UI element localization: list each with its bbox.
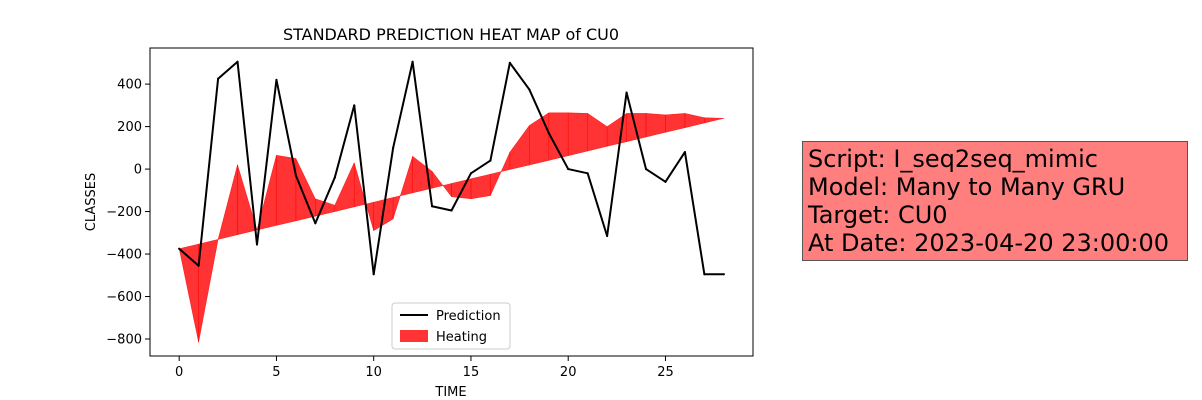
prediction-point [411, 60, 414, 63]
x-tick-label: 10 [365, 365, 382, 380]
prediction-segment [372, 146, 395, 276]
prediction-point [528, 88, 531, 91]
prediction-segment [353, 104, 375, 276]
prediction-point [469, 172, 472, 175]
prediction-segment [664, 151, 686, 183]
legend-label-prediction: Prediction [436, 309, 501, 324]
prediction-segment [217, 60, 239, 80]
heating-segment [704, 117, 724, 124]
info-model-line: Model: Many to Many GRU [808, 173, 1126, 201]
prediction-point [508, 61, 511, 64]
prediction-line-layer [178, 60, 725, 276]
x-axis-label: TIME [434, 385, 466, 400]
prediction-point [372, 273, 375, 276]
info-box: Script: I_seq2seq_mimic Model: Many to M… [802, 141, 1188, 261]
prediction-segment [255, 78, 278, 246]
prediction-segment [450, 172, 472, 212]
chart-title: STANDARD PREDICTION HEAT MAP of CU0 [283, 25, 619, 44]
prediction-point [606, 234, 609, 237]
prediction-point [255, 243, 258, 246]
prediction-point [178, 247, 181, 250]
prediction-segment [275, 78, 297, 177]
prediction-point [275, 78, 278, 81]
prediction-point [217, 77, 220, 80]
prediction-point [353, 104, 356, 107]
prediction-segment [508, 61, 531, 91]
heating-segment [198, 239, 219, 343]
legend-label-heating: Heating [436, 330, 487, 345]
prediction-point [625, 91, 628, 94]
prediction-segment [645, 168, 667, 183]
legend: Prediction Heating [391, 302, 511, 350]
prediction-segment [606, 91, 628, 237]
prediction-segment [197, 77, 220, 267]
prediction-point [431, 205, 434, 208]
y-axis-label: CLASSES [84, 173, 99, 231]
prediction-segment [625, 91, 648, 171]
prediction-point [294, 174, 297, 177]
info-date-line: At Date: 2023-04-20 23:00:00 [808, 229, 1170, 257]
prediction-point [547, 131, 550, 134]
prediction-point [586, 172, 589, 175]
prediction-point [683, 151, 686, 154]
heating-segment [567, 112, 588, 157]
prediction-segment [333, 104, 356, 179]
prediction-point [567, 168, 570, 171]
prediction-point [236, 60, 239, 63]
prediction-segment [567, 168, 589, 175]
plot-frame [149, 47, 754, 357]
info-script-line: Script: I_seq2seq_mimic [808, 145, 1098, 173]
prediction-point [722, 273, 725, 276]
prediction-point [703, 273, 706, 276]
x-tick-label: 25 [657, 365, 674, 380]
prediction-segment [528, 88, 550, 134]
prediction-point [450, 209, 453, 212]
prediction-segment [178, 247, 200, 267]
prediction-segment [411, 60, 434, 208]
y-tick-label: 400 [117, 78, 142, 93]
y-tick-label: 0 [134, 163, 142, 178]
heating-segment [237, 164, 258, 236]
prediction-point [392, 146, 395, 149]
prediction-segment [392, 60, 414, 149]
x-tick-label: 0 [175, 365, 183, 380]
prediction-segment [431, 205, 453, 212]
prediction-point [489, 159, 492, 162]
y-tick-label: −400 [106, 248, 142, 263]
x-axis-ticks: 0 5 10 15 20 25 [175, 356, 674, 380]
prediction-point [645, 168, 648, 171]
prediction-point [333, 176, 336, 179]
prediction-segment [236, 60, 258, 246]
legend-swatch-heating [400, 330, 428, 342]
x-tick-label: 5 [272, 365, 280, 380]
x-tick-label: 15 [463, 365, 480, 380]
y-tick-label: −800 [106, 333, 142, 348]
prediction-point [664, 180, 667, 183]
prediction-segment [547, 131, 570, 171]
y-tick-label: 200 [117, 120, 142, 135]
prediction-segment [469, 159, 492, 175]
y-tick-label: −200 [106, 205, 142, 220]
heating-segment [470, 173, 491, 200]
prediction-segment [489, 61, 511, 162]
y-axis-ticks: −800 −600 −400 −200 0 200 400 [106, 78, 150, 348]
prediction-segment [683, 151, 706, 276]
prediction-point [197, 264, 200, 267]
info-target-line: Target: CU0 [808, 201, 948, 229]
prediction-segment [314, 176, 336, 225]
x-tick-label: 20 [560, 365, 577, 380]
prediction-point [314, 222, 317, 225]
prediction-segment [294, 174, 317, 225]
prediction-segment [586, 172, 609, 237]
y-tick-label: −600 [106, 290, 142, 305]
